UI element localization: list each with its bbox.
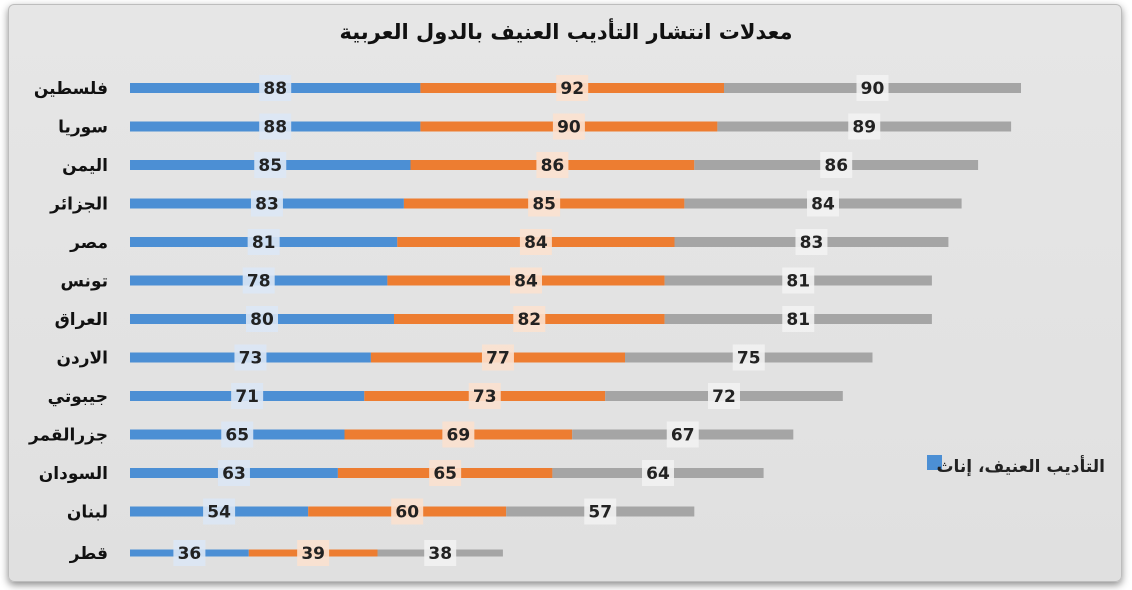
data-label: 73: [239, 349, 263, 369]
data-label-background: [519, 229, 552, 255]
data-label: 83: [255, 195, 279, 215]
data-label-background: [513, 306, 546, 332]
category-label: السودان: [39, 464, 108, 484]
data-label: 88: [263, 79, 287, 99]
data-label: 85: [258, 156, 282, 176]
data-label-background: [259, 75, 292, 101]
data-label: 84: [811, 195, 835, 215]
data-label-background: [782, 306, 815, 332]
data-label: 39: [301, 544, 325, 564]
data-label-background: [217, 460, 250, 486]
data-label-background: [254, 152, 287, 178]
category-label: الجزائر: [49, 195, 108, 215]
data-label-background: [173, 540, 206, 566]
data-label: 65: [225, 426, 249, 446]
chart-title: معدلات انتشار التأديب العنيف بالدول العر…: [339, 20, 793, 44]
category-label: فلسطين: [34, 79, 108, 99]
data-label-background: [297, 540, 330, 566]
data-label-background: [250, 190, 283, 217]
category-label: اليمن: [62, 156, 108, 176]
data-label-background: [584, 498, 617, 525]
category-label: جيبوتي: [48, 387, 108, 407]
data-label: 67: [671, 426, 695, 446]
data-label: 90: [557, 118, 581, 138]
data-label-background: [807, 190, 839, 217]
data-label-background: [782, 267, 815, 294]
data-label: 80: [250, 310, 274, 330]
category-label: قطر: [69, 544, 108, 564]
data-label: 86: [824, 156, 848, 176]
data-label: 75: [737, 349, 761, 369]
data-label: 81: [786, 310, 810, 330]
data-label-background: [708, 383, 740, 409]
data-label: 63: [222, 464, 246, 484]
data-label-background: [203, 498, 236, 525]
legend-swatch-blue: [927, 455, 942, 470]
data-label: 92: [560, 79, 584, 99]
legend-label: التأديب العنيف، إناث: [936, 457, 1105, 477]
data-label: 81: [786, 272, 810, 292]
data-label-background: [231, 383, 264, 409]
data-label: 86: [541, 156, 565, 176]
data-label-background: [856, 75, 889, 101]
data-label: 57: [588, 503, 612, 523]
data-label-background: [528, 190, 561, 217]
data-label: 36: [178, 544, 202, 564]
data-label: 38: [428, 544, 452, 564]
category-label: العراق: [55, 310, 108, 330]
data-label-background: [795, 229, 828, 255]
data-label-background: [221, 421, 254, 448]
data-label-background: [552, 113, 585, 140]
data-label-background: [536, 152, 569, 178]
category-label: سوريا: [58, 118, 108, 138]
data-label: 72: [712, 387, 736, 407]
data-label-background: [442, 421, 475, 448]
category-label: الاردن: [56, 349, 108, 369]
data-label-background: [247, 229, 280, 255]
category-label: جزرالقمر: [28, 426, 108, 446]
data-label-background: [510, 267, 542, 294]
category-label: مصر: [69, 233, 108, 253]
data-label: 82: [517, 310, 541, 330]
data-label-background: [732, 344, 765, 371]
data-label: 84: [524, 233, 548, 253]
data-label-background: [666, 421, 699, 448]
category-label: تونس: [61, 272, 108, 292]
data-label: 85: [532, 195, 556, 215]
data-label-background: [848, 113, 881, 140]
data-label-background: [259, 113, 292, 140]
data-label: 89: [852, 118, 876, 138]
data-label: 73: [473, 387, 497, 407]
data-label-background: [820, 152, 853, 178]
data-label-background: [234, 344, 267, 371]
data-label: 81: [252, 233, 276, 253]
data-label: 78: [247, 272, 271, 292]
data-label: 54: [207, 503, 231, 523]
data-label-background: [424, 540, 457, 566]
data-label-background: [429, 460, 462, 486]
data-label-background: [481, 344, 514, 371]
data-label: 88: [263, 118, 287, 138]
data-label-background: [556, 75, 589, 101]
data-label: 83: [800, 233, 824, 253]
data-label: 84: [514, 272, 538, 292]
data-label: 60: [395, 503, 419, 523]
data-label-background: [642, 460, 674, 486]
data-label: 77: [486, 349, 510, 369]
data-label: 64: [646, 464, 670, 484]
data-label-background: [391, 498, 424, 525]
data-label-background: [246, 306, 278, 332]
data-label: 69: [447, 426, 471, 446]
data-label: 71: [235, 387, 259, 407]
data-label-background: [242, 267, 275, 294]
data-label-background: [468, 383, 501, 409]
data-label: 90: [861, 79, 885, 99]
category-label: لبنان: [67, 503, 108, 523]
data-label: 65: [433, 464, 457, 484]
